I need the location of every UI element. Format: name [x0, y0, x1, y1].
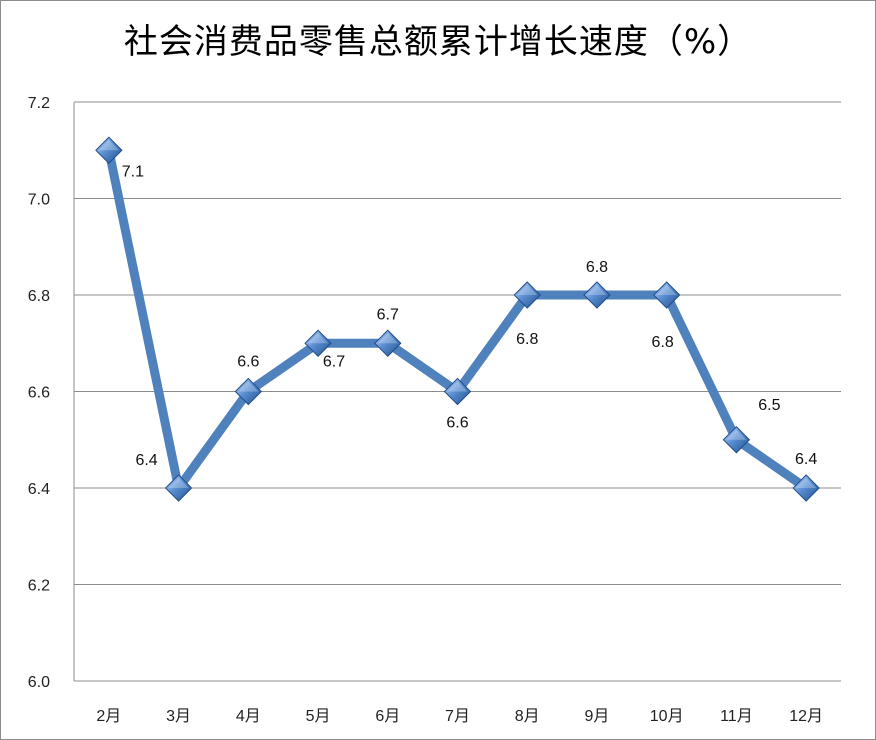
data-point-marker: [583, 281, 611, 309]
y-tick-label: 6.2: [28, 578, 50, 595]
data-point-marker: [304, 329, 332, 357]
marker-highlight: [308, 333, 329, 344]
marker-highlight: [377, 333, 398, 344]
data-point-marker: [513, 281, 541, 309]
marker-highlight: [656, 285, 677, 295]
marker-diamond: [374, 329, 402, 357]
marker-highlight: [726, 429, 747, 440]
marker-diamond: [652, 281, 681, 309]
marker-diamond: [234, 377, 263, 406]
data-label: 6.6: [446, 415, 468, 432]
chart-title: 社会消费品零售总额累计增长速度（%）: [123, 22, 753, 62]
marker-highlight: [168, 478, 189, 488]
marker-highlight: [586, 285, 607, 295]
y-tick-label: 6.0: [28, 674, 50, 691]
data-label: 6.7: [323, 353, 345, 370]
data-point-marker: [164, 474, 193, 502]
marker-diamond: [304, 329, 332, 357]
data-label: 6.4: [795, 451, 817, 468]
x-tick-label: 10月: [650, 708, 684, 725]
data-label: 6.4: [135, 452, 157, 469]
data-point-marker: [95, 136, 123, 164]
marker-highlight: [796, 478, 817, 488]
y-tick-label: 6.6: [28, 385, 50, 402]
data-label: 6.7: [377, 306, 399, 323]
marker-highlight: [447, 381, 468, 392]
x-tick-label: 7月: [445, 708, 470, 725]
axes: 6.0 6.2 6.4 6.6 6.8 7.0 7.2 2月 3月 4月 5月 6月 7月 8月 9月 10月…: [28, 95, 841, 725]
data-label: 6.8: [586, 259, 608, 276]
data-point-marker: [234, 377, 263, 406]
data-label: 6.5: [758, 397, 780, 414]
data-labels: 7.1 6.4 6.6 6.7 6.7 6.6 6.8 6.8 6.8 6.5 6.4: [122, 163, 818, 469]
data-label: 6.6: [237, 354, 259, 371]
marker-diamond: [95, 136, 123, 164]
x-tick-label: 4月: [236, 708, 261, 725]
x-tick-label: 9月: [585, 708, 610, 725]
gridlines: [74, 101, 841, 585]
marker-highlight: [98, 140, 119, 151]
y-tick-label: 7.2: [28, 95, 50, 112]
data-point-marker: [652, 281, 681, 309]
x-tick-label: 2月: [96, 708, 121, 725]
y-tick-label: 6.8: [28, 288, 50, 305]
data-point-marker: [792, 474, 820, 502]
marker-diamond: [722, 426, 751, 454]
x-tick-label: 11月: [720, 708, 753, 725]
data-label: 6.8: [652, 334, 674, 351]
data-point-marker: [722, 426, 751, 454]
y-tick-label: 6.4: [28, 481, 50, 498]
markers: [95, 136, 820, 502]
x-tick-label: 5月: [306, 708, 331, 725]
x-tick-label: 12月: [789, 708, 823, 725]
data-label: 7.1: [122, 163, 144, 180]
x-tick-label: 8月: [515, 708, 540, 725]
marker-diamond: [792, 474, 820, 502]
marker-diamond: [164, 474, 193, 502]
marker-diamond: [443, 377, 472, 406]
marker-diamond: [583, 281, 611, 309]
x-tick-label: 3月: [166, 708, 191, 725]
marker-highlight: [517, 285, 538, 295]
data-point-marker: [374, 329, 402, 357]
y-tick-label: 7.0: [28, 192, 50, 209]
data-label: 6.8: [516, 331, 538, 348]
series-line: [104, 145, 811, 493]
series-line-layer: [104, 145, 811, 493]
x-tick-label: 6月: [375, 708, 400, 725]
data-point-marker: [443, 377, 472, 406]
marker-diamond: [513, 281, 541, 309]
marker-highlight: [238, 381, 259, 392]
